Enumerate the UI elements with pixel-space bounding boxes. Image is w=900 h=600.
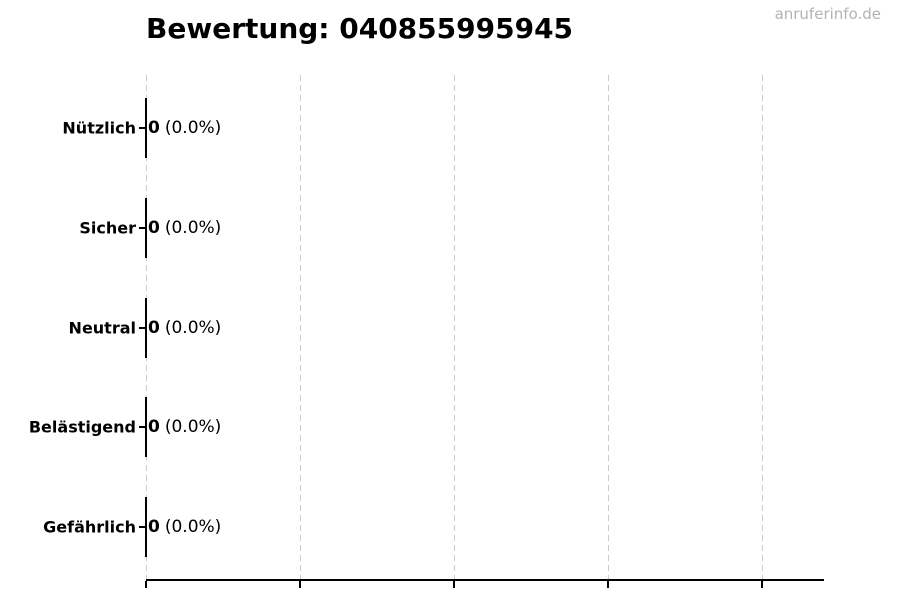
category-label: Gefährlich	[43, 517, 136, 537]
bar-row: Neutral 0 (0.0%)	[69, 298, 824, 358]
category-label: Belästigend	[28, 417, 136, 437]
bar-percent: (0.0%)	[164, 318, 222, 338]
bar-annotation: 0 (0.0%)	[148, 517, 221, 537]
gridline	[608, 75, 609, 579]
category-label: Nützlich	[62, 118, 136, 138]
plot-area: Nützlich 0 (0.0%) Sicher 0 (0.0%) Neutral …	[29, 75, 824, 588]
bar-value: 0	[148, 517, 160, 537]
bar-value: 0	[148, 417, 160, 437]
category-label: Sicher	[79, 218, 136, 238]
x-axis-tick	[761, 581, 763, 588]
chart-title: Bewertung: 040855995945	[146, 12, 574, 45]
zero-value-bar	[145, 198, 147, 258]
watermark-text: anruferinfo.de	[774, 5, 881, 23]
y-axis-tick	[139, 227, 146, 229]
y-axis-tick	[139, 426, 146, 428]
zero-value-bar	[145, 397, 147, 457]
bar-percent: (0.0%)	[164, 118, 222, 138]
bar-row: Gefährlich 0 (0.0%)	[43, 497, 824, 557]
bar-annotation: 0 (0.0%)	[148, 318, 221, 338]
bar-percent: (0.0%)	[164, 218, 222, 238]
category-label: Neutral	[68, 318, 136, 338]
bar-annotation: 0 (0.0%)	[148, 417, 221, 437]
x-axis-tick	[453, 581, 455, 588]
bar-annotation: 0 (0.0%)	[148, 218, 221, 238]
bar-value: 0	[148, 218, 160, 238]
gridline	[762, 75, 763, 579]
x-axis-line	[146, 579, 824, 581]
gridline	[454, 75, 455, 579]
bar-value: 0	[148, 118, 160, 138]
y-axis-tick	[139, 526, 146, 528]
bar-value: 0	[148, 318, 160, 338]
x-axis-tick	[299, 581, 301, 588]
bar-percent: (0.0%)	[164, 417, 222, 437]
bar-annotation: 0 (0.0%)	[148, 118, 221, 138]
zero-value-bar	[145, 98, 147, 158]
zero-value-bar	[145, 497, 147, 557]
bar-percent: (0.0%)	[164, 517, 222, 537]
x-axis-tick	[145, 581, 147, 588]
bar-row: Belästigend 0 (0.0%)	[29, 397, 824, 457]
bar-row: Nützlich 0 (0.0%)	[62, 98, 824, 158]
y-axis-tick	[139, 127, 146, 129]
bar-row: Sicher 0 (0.0%)	[79, 198, 824, 258]
zero-value-bar	[145, 298, 147, 358]
gridline	[300, 75, 301, 579]
x-axis-tick	[607, 581, 609, 588]
y-axis-tick	[139, 327, 146, 329]
